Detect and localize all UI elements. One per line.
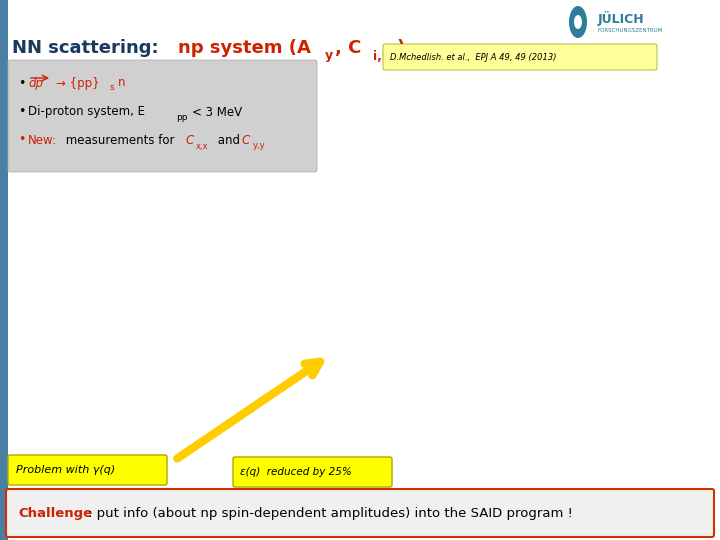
Text: D.Mchedlish. et al.,  EPJ A 49, 49 (2013): D.Mchedlish. et al., EPJ A 49, 49 (2013) <box>390 52 557 62</box>
Text: → {pp}: → {pp} <box>56 77 99 90</box>
Text: FORSCHUNGSZENTRUM: FORSCHUNGSZENTRUM <box>598 28 663 32</box>
Text: x,x: x,x <box>196 141 209 151</box>
Text: JÜLICH: JÜLICH <box>598 10 644 25</box>
FancyBboxPatch shape <box>6 489 714 537</box>
Bar <box>0 0 8 540</box>
Text: ): ) <box>397 39 405 57</box>
Text: i,i: i,i <box>373 50 386 63</box>
Text: $C_{x,x}$: $C_{x,x}$ <box>574 424 597 439</box>
Text: pp: pp <box>176 113 187 123</box>
Text: •: • <box>18 133 25 146</box>
Text: y,y: y,y <box>253 141 266 151</box>
Text: C: C <box>185 133 193 146</box>
FancyBboxPatch shape <box>383 44 657 70</box>
Text: n: n <box>118 77 125 90</box>
Bar <box>487 409 518 426</box>
FancyBboxPatch shape <box>233 457 392 487</box>
Text: NN scattering:: NN scattering: <box>12 39 165 57</box>
X-axis label: q [MeV/c]: q [MeV/c] <box>144 460 191 470</box>
Bar <box>560 0 720 45</box>
Text: ε(q)  reduced by 25%: ε(q) reduced by 25% <box>240 467 352 477</box>
Text: Problem with γ(q): Problem with γ(q) <box>16 465 115 475</box>
Text: : put info (about np spin-dependent amplitudes) into the SAID program !: : put info (about np spin-dependent ampl… <box>88 507 573 519</box>
Text: s: s <box>110 84 114 92</box>
Text: $C_{x,x}$: $C_{x,x}$ <box>574 249 597 264</box>
Ellipse shape <box>574 15 582 29</box>
Text: Di-proton system, E: Di-proton system, E <box>28 105 145 118</box>
Text: measurements for: measurements for <box>62 133 179 146</box>
Text: Challenge: Challenge <box>18 507 92 519</box>
Text: •: • <box>18 105 25 118</box>
Text: np system (A: np system (A <box>178 39 311 57</box>
Text: $C_{y,y}$: $C_{y,y}$ <box>574 372 597 388</box>
Y-axis label: Spin correlations: Spin correlations <box>346 229 355 306</box>
Text: C: C <box>242 133 251 146</box>
Text: $T_d$ = 1.2 GeV: $T_d$ = 1.2 GeV <box>58 280 119 292</box>
Text: $T_d$ = 2.27 GeV: $T_d$ = 2.27 GeV <box>58 298 125 310</box>
Text: < 3 MeV: < 3 MeV <box>192 105 242 118</box>
Y-axis label: Proton analysing power: Proton analysing power <box>0 296 1 395</box>
Text: y: y <box>325 50 333 63</box>
FancyBboxPatch shape <box>8 60 317 172</box>
Text: •: • <box>18 78 25 91</box>
FancyBboxPatch shape <box>8 455 167 485</box>
Text: , C: , C <box>335 39 361 57</box>
Text: dp: dp <box>28 77 43 90</box>
Text: $C_{y,y}$: $C_{y,y}$ <box>574 205 597 221</box>
Text: $\neg T_d$ = 1.2 GeV: $\neg T_d$ = 1.2 GeV <box>398 187 467 199</box>
Ellipse shape <box>569 6 587 38</box>
Text: and: and <box>214 133 244 146</box>
Text: $\neg T_d$ = 2.27 GeV: $\neg T_d$ = 2.27 GeV <box>398 350 473 362</box>
Text: New:: New: <box>28 133 57 146</box>
X-axis label: q [MeV/c]: q [MeV/c] <box>521 511 567 521</box>
